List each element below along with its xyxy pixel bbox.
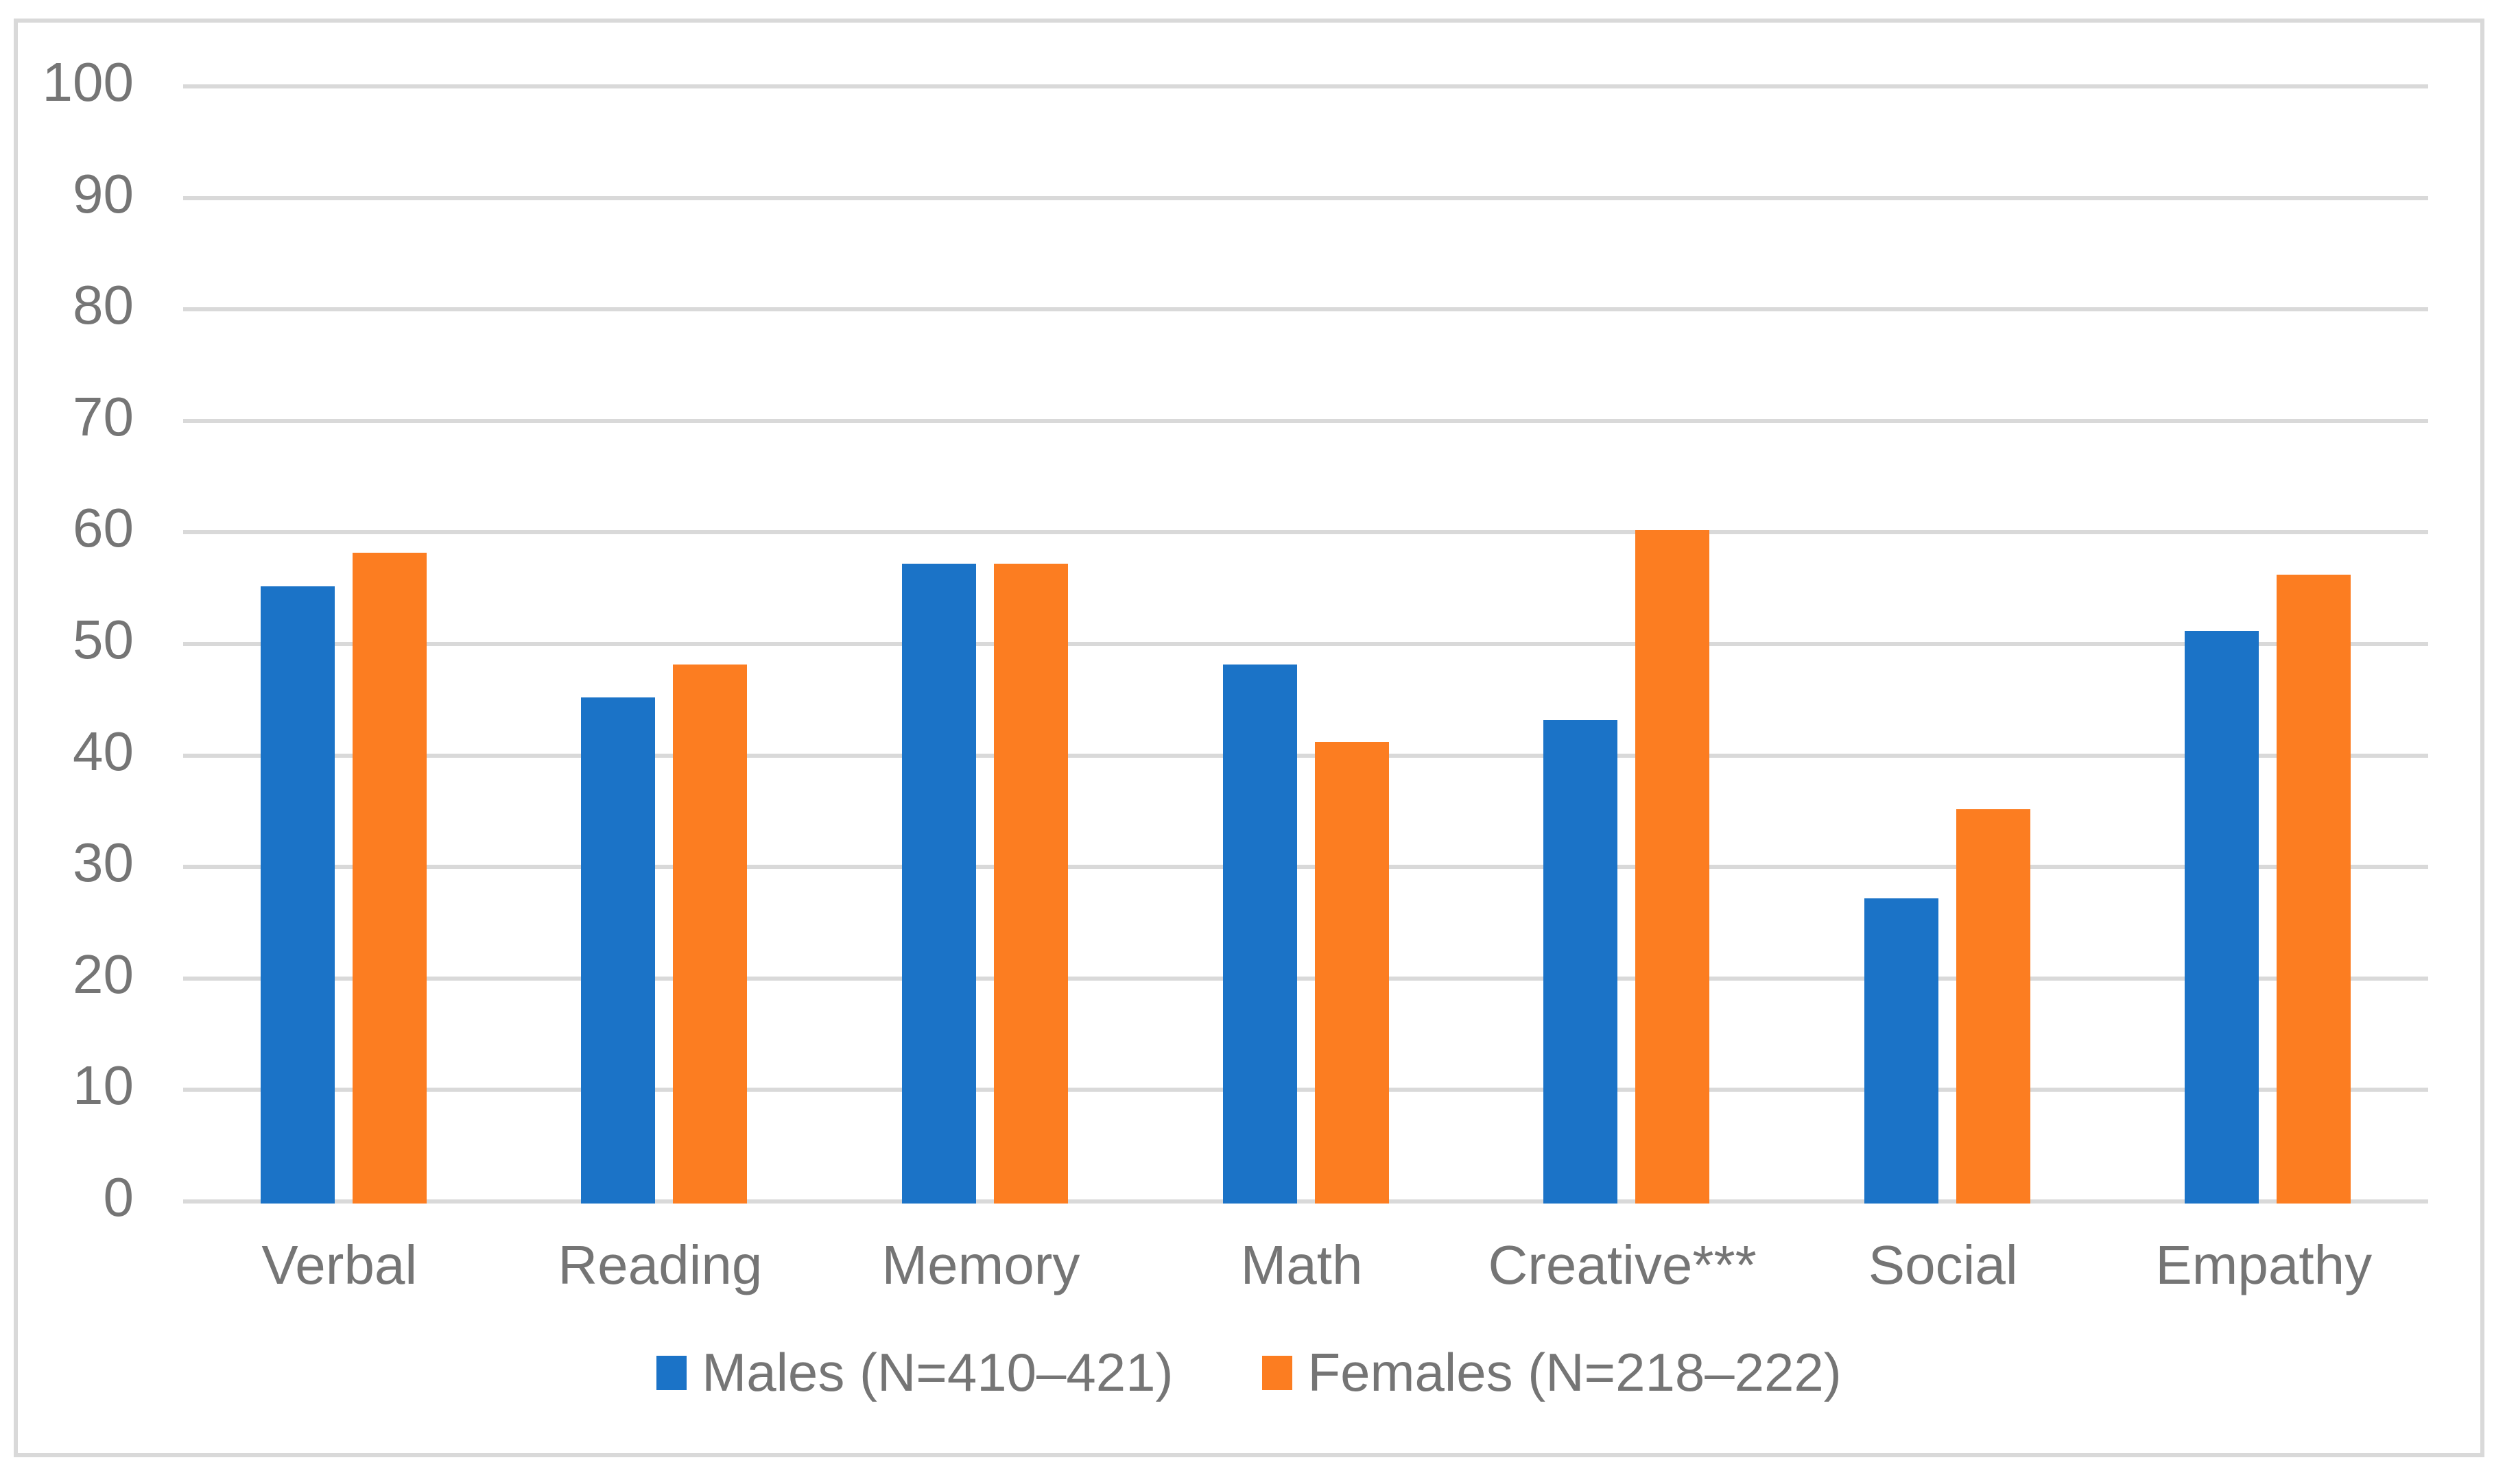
y-axis-tick-label: 30 [73,832,134,894]
gridline [183,530,2428,535]
x-axis-category-label: Verbal [261,1234,418,1295]
gridline [183,865,2428,870]
gridline [183,307,2428,312]
gridline [183,84,2428,88]
bar [581,697,656,1204]
legend-item: Females (N=218–222) [1262,1341,1842,1405]
bar [993,564,1068,1204]
y-axis-tick-label: 70 [73,385,134,447]
bars-layer [183,84,2428,1204]
category-group [504,84,825,1204]
gridline [183,1088,2428,1092]
x-axis: Verbal Reading Memory Math Creative*** Social… [179,1231,2424,1300]
y-axis-tick-label: 100 [42,51,134,112]
bar [352,552,427,1204]
category-group [1466,84,1787,1204]
bar [1314,742,1389,1204]
bar [1543,719,1618,1204]
y-axis: 0 10 20 30 40 50 60 70 80 90 100 [0,0,134,1484]
legend-swatch [1262,1355,1293,1390]
category-group [2107,84,2428,1204]
legend-label: Females (N=218–222) [1307,1342,1842,1402]
x-axis-category-label: Creative*** [1488,1234,1757,1295]
legend-label: Males (N=410–421) [702,1342,1174,1402]
category-group [1787,84,2108,1204]
gridline [183,195,2428,200]
y-axis-tick-label: 20 [73,943,134,1005]
legend: Males (N=410–421) Females (N=218–222) [14,1341,2484,1405]
bar [901,564,976,1204]
bar [673,664,748,1204]
y-axis-tick-label: 10 [73,1055,134,1116]
bar [1222,664,1297,1204]
category-group [824,84,1145,1204]
x-axis-category-label: Social [1868,1234,2018,1295]
plot-area [183,84,2428,1204]
gridline [183,1199,2428,1204]
y-axis-tick-label: 60 [73,497,134,559]
legend-item: Males (N=410–421) [656,1341,1173,1405]
y-axis-tick-label: 80 [73,274,134,336]
x-axis-category-label: Reading [558,1234,763,1295]
gridline [183,753,2428,758]
y-axis-tick-label: 50 [73,609,134,670]
bar [1635,530,1710,1204]
gridline [183,976,2428,981]
bar [260,586,335,1204]
category-group [183,84,504,1204]
chart-frame [14,19,2484,1457]
y-axis-tick-label: 40 [73,720,134,782]
x-axis-category-label: Math [1240,1234,1363,1295]
bar [1956,809,2030,1204]
bar [1864,898,1938,1204]
bar [2277,575,2351,1204]
bar [2185,630,2259,1204]
gridline [183,418,2428,423]
gridline [183,642,2428,646]
x-axis-category-label: Empathy [2155,1234,2373,1295]
y-axis-tick-label: 0 [103,1166,134,1228]
legend-swatch [656,1355,687,1390]
x-axis-category-label: Memory [881,1234,1080,1295]
category-group [1145,84,1467,1204]
y-axis-tick-label: 90 [73,163,134,224]
